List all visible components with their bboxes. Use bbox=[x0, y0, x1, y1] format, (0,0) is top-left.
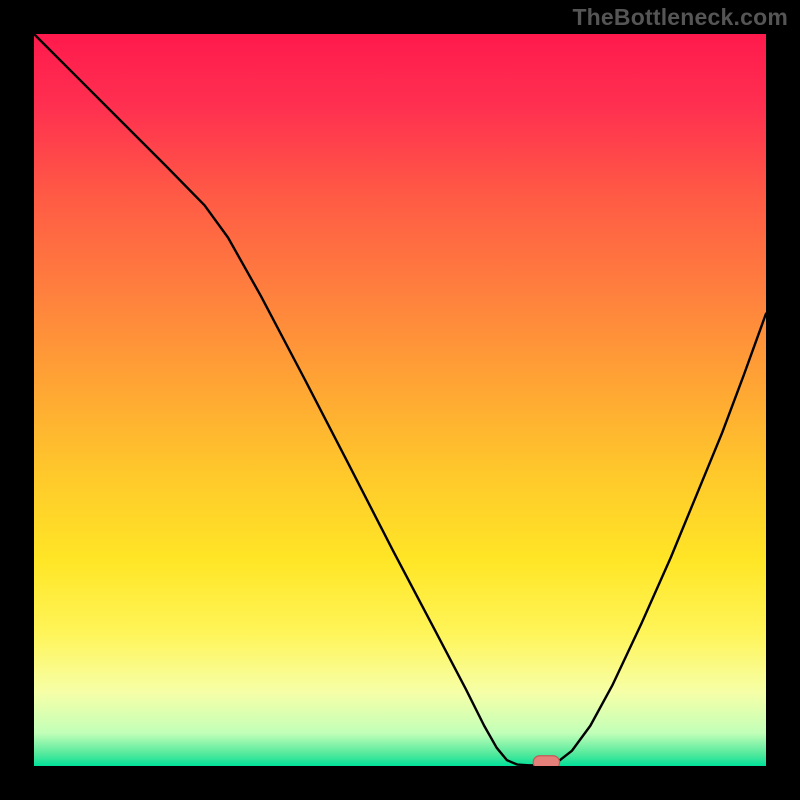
chart-stage: TheBottleneck.com bbox=[0, 0, 800, 800]
bottleneck-chart bbox=[34, 34, 766, 766]
watermark-text: TheBottleneck.com bbox=[572, 4, 788, 31]
selection-marker bbox=[533, 756, 559, 766]
